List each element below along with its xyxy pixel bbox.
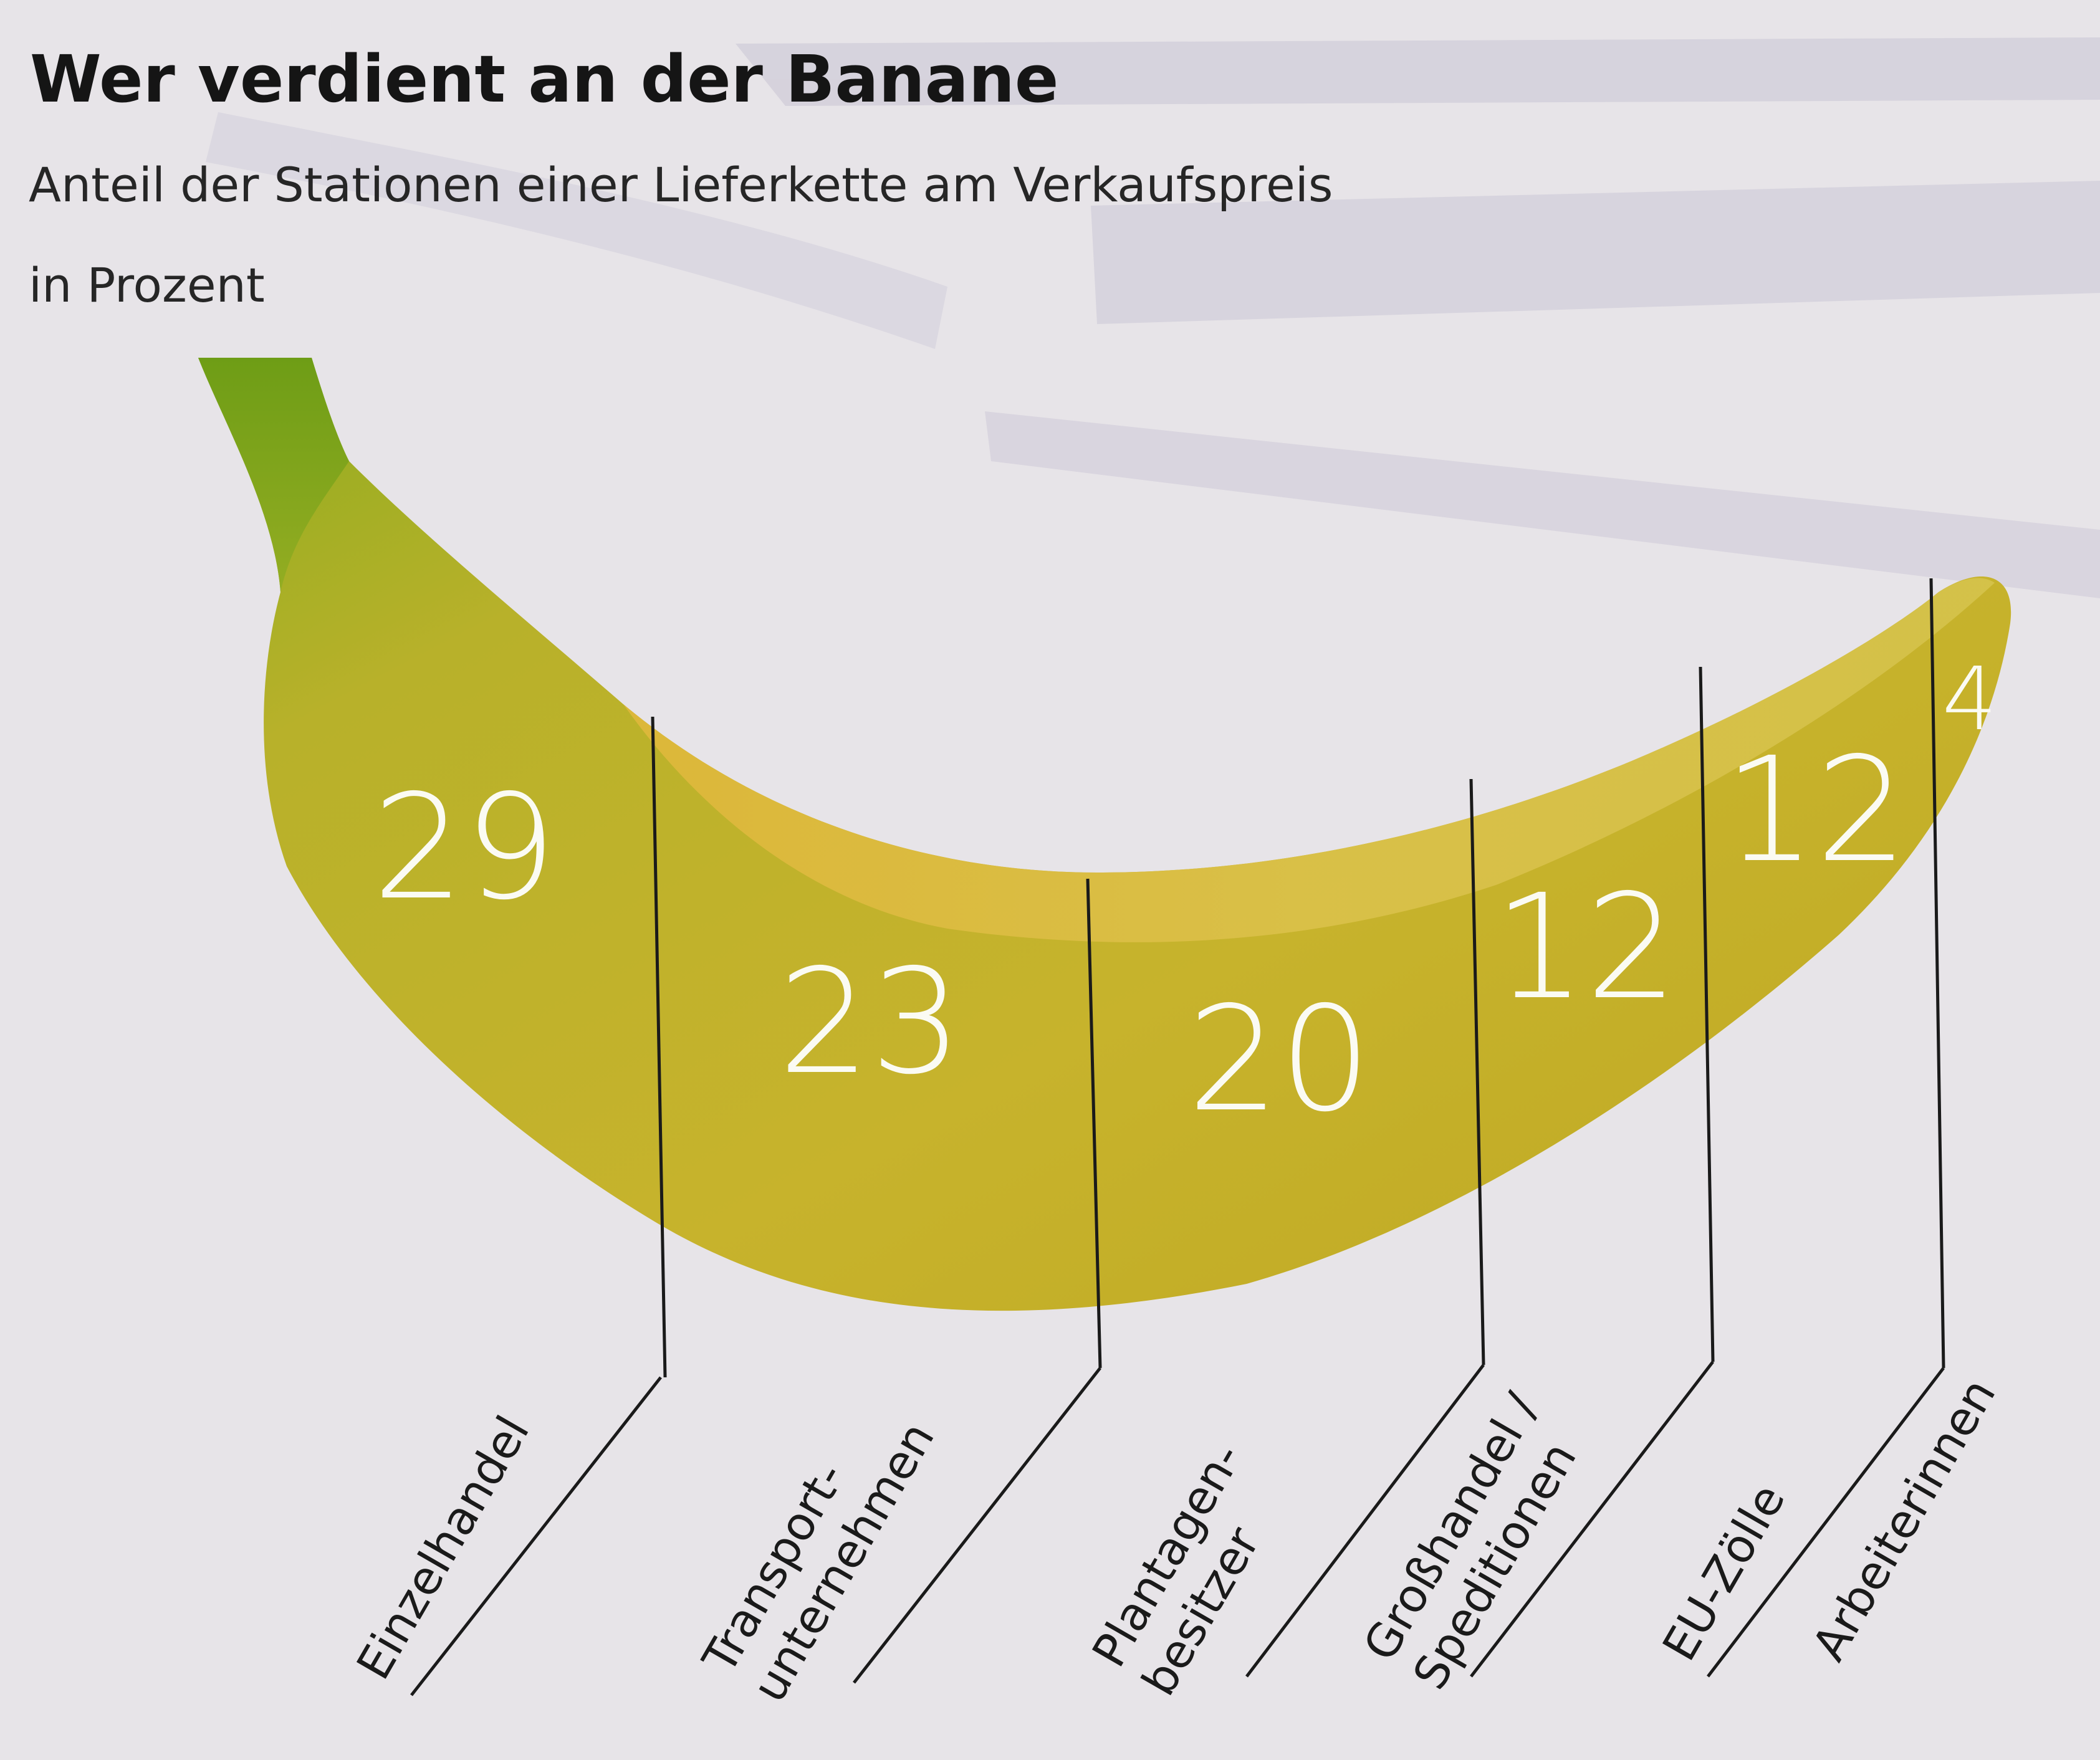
category-label-6-line-1: Arbeiterinnen — [1802, 1370, 2006, 1670]
value-label-4: 12 — [1493, 863, 1677, 1031]
segment-separator-1 — [651, 716, 667, 1378]
category-label-2: Transport-unternehmen — [693, 1413, 945, 1711]
category-label-4: Großhandel /Speditionen — [1353, 1384, 1587, 1698]
segment-value-labels: 29 23 20 12 12 4 — [372, 649, 1997, 1144]
segment-separators — [410, 578, 1945, 1696]
category-label-5-line-1: EU-Zölle — [1652, 1475, 1796, 1670]
chart-subtitle-unit: in Prozent — [29, 257, 265, 313]
value-label-6: 4 — [1942, 649, 1997, 750]
leader-line-5 — [1707, 1367, 1945, 1678]
segment-category-labels: Einzelhandel Transport-unternehmen Plantag… — [347, 1370, 2006, 1711]
category-label-1-line-1: Einzelhandel — [347, 1407, 540, 1688]
segment-separator-2 — [1086, 878, 1102, 1369]
category-label-1: Einzelhandel — [347, 1407, 540, 1688]
segment-separator-3 — [1469, 778, 1485, 1365]
leader-line-3 — [1245, 1364, 1485, 1678]
chart-title: Wer verdient an der Banane — [30, 41, 1058, 117]
leader-line-2 — [853, 1367, 1101, 1684]
banana-highlight — [623, 578, 1995, 942]
segment-separator-4 — [1699, 666, 1715, 1362]
background-shadows — [206, 37, 2100, 598]
leader-line-1 — [410, 1376, 662, 1696]
category-label-6: Arbeiterinnen — [1802, 1370, 2006, 1670]
value-label-1: 29 — [372, 763, 556, 932]
segment-separator-5 — [1929, 578, 1945, 1369]
value-label-2: 23 — [778, 938, 962, 1106]
banana-body — [198, 358, 2011, 1311]
banana-illustration — [198, 358, 2011, 1311]
category-label-5: EU-Zölle — [1652, 1475, 1796, 1670]
value-label-5: 12 — [1724, 726, 1907, 894]
leader-line-4 — [1470, 1361, 1714, 1678]
chart-subtitle: Anteil der Stationen einer Lieferkette a… — [29, 157, 1333, 213]
value-label-3: 20 — [1187, 975, 1371, 1144]
category-label-3: Plantagen-besitzer — [1082, 1434, 1270, 1705]
banana-stem — [198, 358, 349, 592]
